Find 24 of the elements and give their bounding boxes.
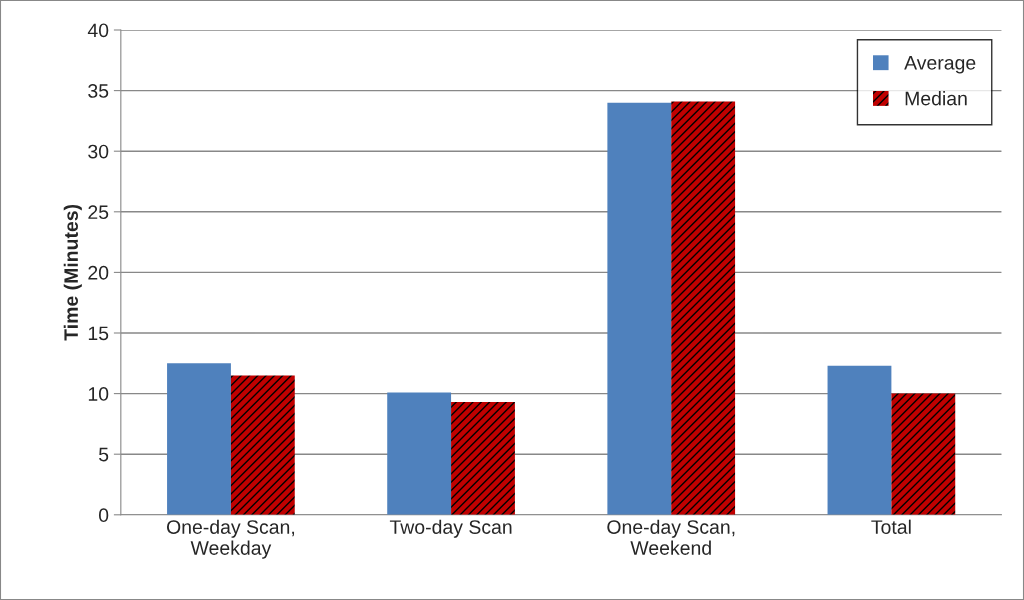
bar: [230, 375, 295, 515]
bar: [891, 393, 956, 515]
y-tick-label: 5: [98, 447, 109, 462]
bar: [827, 365, 892, 515]
y-tick-label: 10: [88, 387, 109, 401]
y-tick-label: 40: [87, 23, 109, 38]
y-tick-label: 30: [88, 144, 109, 159]
bar: [607, 102, 672, 515]
bar: [387, 392, 452, 515]
x-tick-label: One-day Scan, Weekday: [166, 519, 295, 559]
y-tick-label: 35: [88, 84, 109, 98]
x-tick-label: Total: [871, 519, 911, 534]
y-tick-label: 20: [88, 265, 109, 280]
y-axis-title: Time (Minutes): [63, 204, 82, 341]
x-tick-label: One-day Scan, Weekend: [607, 519, 735, 555]
bar: [451, 402, 515, 515]
bar: [671, 101, 736, 515]
x-tick-label: Two-day Scan: [389, 519, 512, 538]
legend-label: Average: [904, 56, 976, 74]
y-tick-label: 0: [98, 508, 109, 523]
bar: [167, 363, 231, 515]
y-tick-label: 15: [88, 326, 109, 341]
legend-label: Median: [905, 91, 967, 106]
y-tick-label: 25: [88, 205, 109, 220]
